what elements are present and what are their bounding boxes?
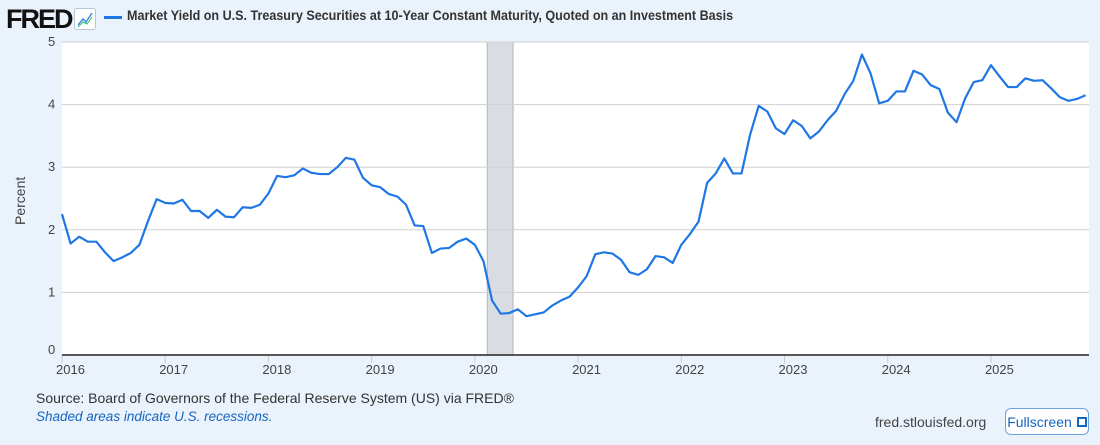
fullscreen-label: Fullscreen bbox=[1007, 413, 1072, 430]
x-tick-label: 2022 bbox=[675, 362, 704, 377]
fred-logo[interactable]: FRED bbox=[6, 4, 73, 34]
x-tick-label: 2023 bbox=[779, 362, 808, 377]
y-tick-label: 3 bbox=[48, 159, 55, 174]
y-axis-label: Percent bbox=[12, 177, 28, 225]
chart-line-icon bbox=[74, 8, 96, 30]
x-tick-label: 2017 bbox=[159, 362, 188, 377]
fullscreen-button[interactable]: Fullscreen bbox=[1005, 408, 1089, 435]
x-tick-label: 2019 bbox=[366, 362, 395, 377]
series-title[interactable]: Market Yield on U.S. Treasury Securities… bbox=[127, 8, 734, 23]
plot-area bbox=[62, 42, 1089, 355]
x-tick-label: 2020 bbox=[469, 362, 498, 377]
x-tick-label: 2016 bbox=[56, 362, 85, 377]
x-tick-label: 2021 bbox=[572, 362, 601, 377]
recession-shade bbox=[486, 41, 514, 356]
y-tick-label: 1 bbox=[48, 284, 55, 299]
fullscreen-icon bbox=[1076, 416, 1087, 427]
x-tick-label: 2024 bbox=[882, 362, 911, 377]
y-tick-label: 4 bbox=[48, 97, 55, 112]
y-tick-label: 2 bbox=[48, 222, 55, 237]
y-tick-label: 5 bbox=[48, 34, 55, 49]
x-tick-label: 2018 bbox=[262, 362, 291, 377]
recession-note: Shaded areas indicate U.S. recessions. bbox=[36, 409, 273, 424]
site-link[interactable]: fred.stlouisfed.org bbox=[875, 414, 987, 430]
series-line bbox=[60, 53, 1086, 318]
source-text: Source: Board of Governors of the Federa… bbox=[36, 390, 514, 406]
y-tick-label: 0 bbox=[48, 342, 55, 357]
x-tick-label: 2025 bbox=[985, 362, 1014, 377]
legend-swatch bbox=[104, 16, 122, 19]
